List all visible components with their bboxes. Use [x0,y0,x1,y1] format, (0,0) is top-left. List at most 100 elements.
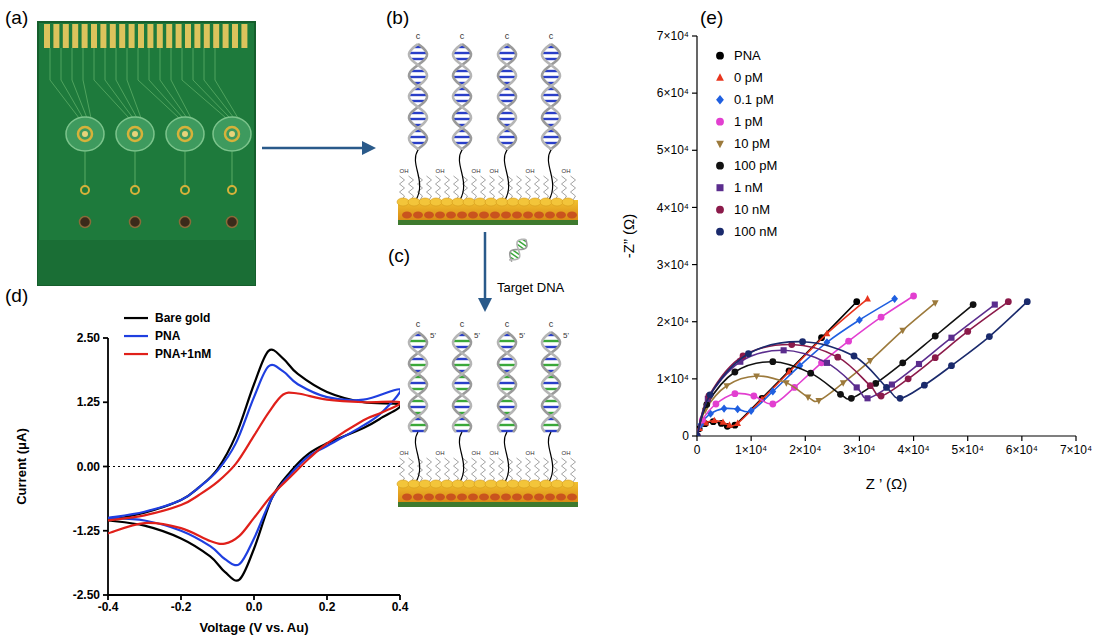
electrode [78,127,92,141]
dna-backbone [498,332,516,432]
data-point [726,421,733,427]
legend-marker [716,141,724,148]
series-line [697,302,1008,436]
data-point [899,359,906,366]
data-point [697,433,700,436]
dna-backbone [498,332,516,432]
gold-grain [485,480,497,488]
y-tick [692,378,697,379]
schematic-c: c5'c5'c5'c5'OHOHOHOHOHOH [397,319,578,507]
y-tick-label: 1.25 [77,395,101,409]
oh-label: OH [562,450,571,456]
annotation: Target DNA [497,280,565,295]
dna-backbone [409,44,427,150]
alkyl-chain [409,458,414,482]
base-pair [453,76,471,78]
data-point [697,433,700,436]
panel-label: (e) [700,7,723,28]
arrow [484,232,487,300]
x-tick-label: 7×10⁴ [1060,443,1092,457]
substrate-grain [435,494,445,501]
electrode-center [182,131,188,137]
substrate-grain [545,494,555,501]
data-point [897,395,904,402]
gold-grain [452,480,464,488]
alkyl-chain [517,458,522,482]
data-point [734,420,741,426]
y-tick [103,337,108,339]
legend-line [124,317,148,319]
hole [227,217,238,228]
panel-label: (b) [386,7,409,28]
gold-grain [551,480,563,488]
data-point [723,383,730,389]
data-point [840,380,847,386]
y-axis-title: Current (μA) [14,428,29,505]
data-point [697,433,700,436]
alkyl-chain [481,458,486,482]
substrate-grain [479,494,489,501]
data-point [734,405,741,413]
data-point [916,361,922,367]
data-point [1005,298,1012,305]
data-point [781,347,787,353]
base-pair [409,94,427,96]
gold-finger [119,24,125,48]
data-point [853,298,860,305]
data-point [769,387,776,395]
gold-grain [397,198,409,206]
oh-label: OH [526,168,535,174]
legend-marker [716,228,724,236]
gold-grain [408,198,420,206]
data-point [732,390,739,397]
x-tick-label: 4×10⁴ [897,443,929,457]
x-tick-label: 3×10⁴ [843,443,875,457]
data-point [697,433,700,436]
gold-finger [63,24,69,48]
gold-grain [496,198,508,206]
chart-cv: -0.4-0.20.00.20.4-2.50-1.250.001.252.50V… [14,311,409,635]
y-tick-label: 3×10⁴ [657,258,689,272]
alkyl-chain [517,176,522,200]
substrate-base [398,502,578,507]
y-axis-title: -Z” (Ω) [620,214,637,259]
legend-marker [716,73,724,80]
legend-label: 10 pM [734,136,770,151]
linker [415,432,419,482]
data-point [824,330,831,336]
legend-label: 100 pM [734,158,777,173]
legend-label: 1 pM [734,114,763,129]
y-tick [692,207,697,208]
base-pair [409,118,427,120]
substrate-grain [534,494,544,501]
data-point [713,401,720,408]
plot-area [697,293,1031,436]
x-tick-label: -0.4 [98,600,119,614]
legend-label: 1 nM [734,180,763,195]
dna-backbone [498,44,516,150]
trace [204,48,234,128]
data-point [891,295,898,303]
data-point [856,316,863,324]
data-point [848,395,855,402]
dna-backbone [453,44,471,150]
legend-label: 0.1 pM [734,92,774,107]
substrate-grain [512,494,522,501]
data-point [878,393,885,400]
gold-grain [529,198,541,206]
gold-grain [562,198,574,206]
substrate-grain [457,212,467,219]
oh-label: OH [562,168,571,174]
base-pair [544,430,558,432]
hole [180,217,191,228]
y-tick [692,93,697,94]
linker [459,432,463,482]
data-point [750,393,757,400]
legend-marker [716,118,724,126]
series-line [108,350,400,581]
base-pair [542,94,560,96]
x-axis [697,435,1076,436]
gold-grain [507,198,519,206]
base-pair [498,424,516,426]
y-tick-label: 6×10⁴ [657,86,689,100]
